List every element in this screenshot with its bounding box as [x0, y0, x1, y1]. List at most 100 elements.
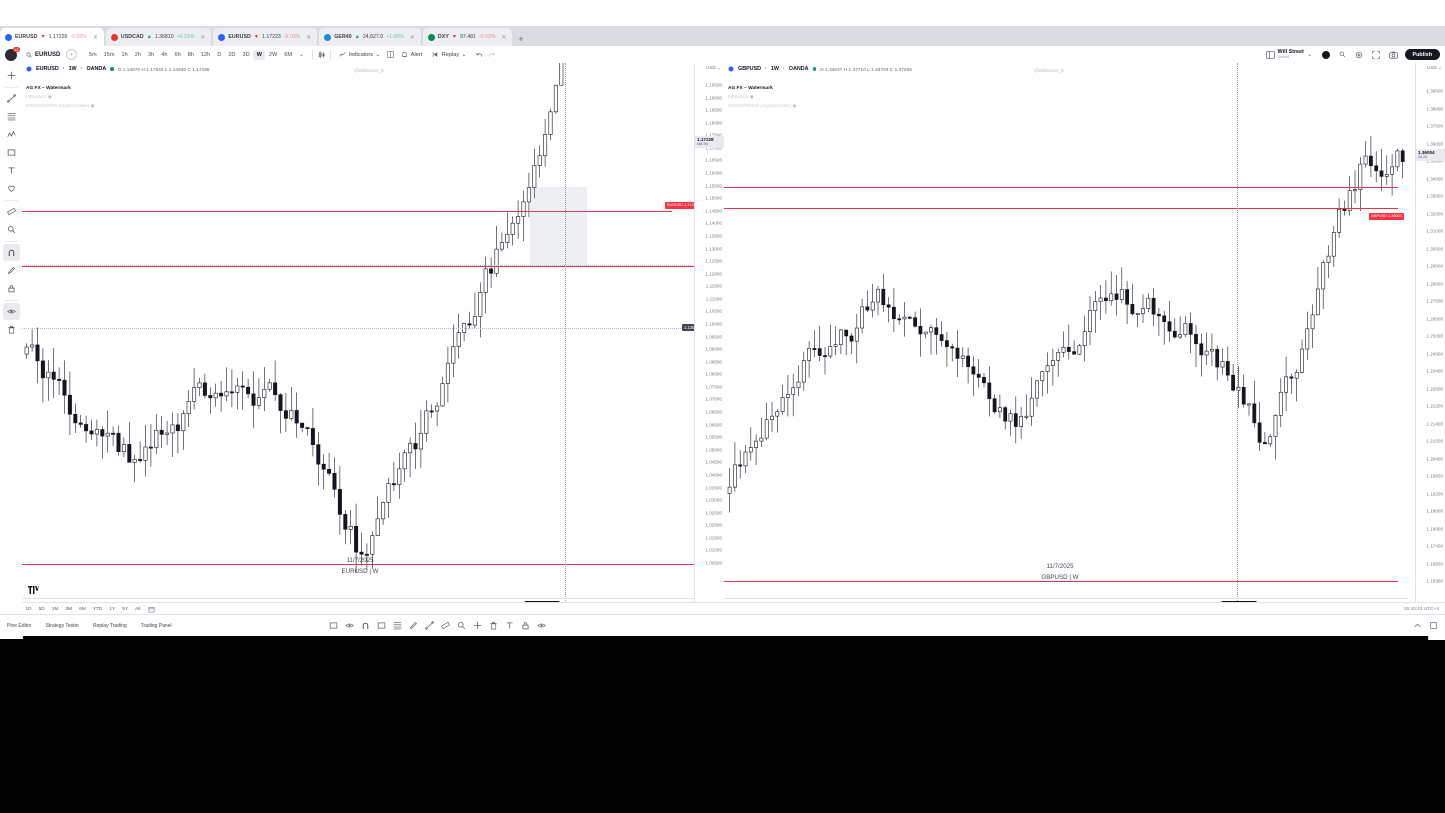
hide-icon[interactable]: [344, 621, 354, 630]
browser-tab[interactable]: DXY ▼ 97.481 -0.03% ✕: [422, 28, 513, 46]
replay-button[interactable]: Replay ⌄: [429, 49, 469, 60]
timeframe-15m[interactable]: 15m: [103, 51, 115, 58]
measurement-box[interactable]: [530, 187, 587, 265]
timeframe-2W[interactable]: 2W: [268, 51, 278, 58]
support-line[interactable]: [724, 581, 1398, 582]
lock2-icon[interactable]: [521, 621, 530, 630]
redo-icon[interactable]: [488, 52, 496, 58]
text2-icon[interactable]: [505, 621, 514, 630]
legend-item[interactable]: AG FX ~ Watermark: [728, 85, 796, 93]
timeframe-3D[interactable]: 3D: [242, 51, 250, 58]
resistance-line[interactable]: [22, 266, 695, 267]
eye-icon[interactable]: ◉: [792, 103, 797, 108]
remove-drawings-tool[interactable]: [3, 321, 20, 338]
close-icon[interactable]: ✕: [501, 34, 507, 41]
timeframe-6M[interactable]: 6M: [284, 51, 293, 58]
chart-plot-area[interactable]: EURUSD 1.17228 1.13588: [22, 63, 724, 611]
range-3M[interactable]: 3M: [65, 606, 73, 612]
resistance-line-1[interactable]: [724, 187, 1398, 188]
rect-icon[interactable]: [377, 621, 386, 630]
chart-symbol[interactable]: GBPUSD: [738, 66, 762, 72]
table-icon[interactable]: [393, 621, 402, 630]
hide-drawings-tool[interactable]: [2, 303, 20, 320]
support-line[interactable]: [22, 564, 695, 565]
symbol-search[interactable]: EURUSD: [26, 52, 60, 58]
timeframe-4h[interactable]: 4h: [161, 51, 168, 58]
timeframe-5m[interactable]: 5m: [88, 51, 97, 58]
legend-item[interactable]: NWOG/NDOG (cryptomonke) ◉: [728, 102, 796, 111]
resistance-line-2[interactable]: [724, 208, 1398, 209]
browser-tab[interactable]: EURUSD ▼ 1.17223 -0.03% ✕: [213, 28, 318, 46]
camera-icon[interactable]: [1388, 51, 1398, 59]
trend-line-tool[interactable]: [3, 90, 20, 107]
publish-button[interactable]: Publish: [1404, 49, 1440, 60]
close-icon[interactable]: ✕: [92, 34, 98, 41]
timeframe-6h[interactable]: 6h: [174, 51, 181, 58]
timeframe-D[interactable]: D: [217, 51, 222, 58]
fib-tool[interactable]: [3, 108, 20, 125]
legend-item[interactable]: Fibonacci ◉: [26, 93, 94, 102]
eye-icon[interactable]: ◉: [90, 103, 95, 108]
chevron-down-icon[interactable]: ⌄: [1307, 51, 1313, 58]
range-YTD[interactable]: YTD: [92, 606, 103, 612]
templates-icon[interactable]: [387, 51, 394, 58]
measure-tool[interactable]: [3, 203, 20, 220]
bottom-tab[interactable]: Trading Panel: [140, 622, 172, 629]
price-scale[interactable]: USD ⌄ 1.39000 1.38000 1.37000 1.36000 1.35000…: [1415, 63, 1445, 611]
chart-interval[interactable]: 1W: [770, 66, 779, 72]
bottom-tab[interactable]: Strategy Tester: [45, 622, 80, 629]
pen-icon[interactable]: [424, 621, 434, 630]
pattern-tool[interactable]: [3, 126, 20, 143]
close-icon[interactable]: ✕: [200, 34, 206, 41]
eraser-icon[interactable]: [409, 621, 418, 630]
price-line[interactable]: [22, 211, 672, 212]
lock-tool[interactable]: [3, 280, 20, 297]
range-5Y[interactable]: 5Y: [122, 606, 129, 612]
compare-button[interactable]: +: [66, 49, 78, 60]
bottom-tab[interactable]: Pine Editor: [7, 622, 32, 629]
browser-tab[interactable]: EURUSD ▼ 1.17226 -0.03% ✕: [0, 28, 104, 46]
avatar[interactable]: 12: [5, 46, 20, 61]
layout-icon[interactable]: [1265, 50, 1275, 59]
object-tree-icon[interactable]: [329, 621, 338, 630]
close-icon[interactable]: ✕: [409, 34, 415, 41]
expand-icon[interactable]: [1430, 622, 1437, 629]
timeframe-12h[interactable]: 12h: [200, 51, 211, 58]
emoji-tool[interactable]: [3, 180, 20, 197]
legend-item[interactable]: NWOG/NDOG (cryptomonke) ◉: [26, 102, 94, 111]
magnet-tool[interactable]: [2, 244, 20, 261]
close-icon[interactable]: ✕: [306, 34, 312, 41]
chart-symbol[interactable]: EURUSD: [36, 66, 59, 72]
range-5D[interactable]: 5D: [38, 606, 45, 612]
zoom-tool[interactable]: [3, 221, 20, 238]
bottom-tab[interactable]: Replay Trading: [93, 622, 127, 629]
eye-icon[interactable]: ◉: [47, 94, 52, 99]
new-tab-button[interactable]: +: [518, 34, 524, 44]
guide-line[interactable]: [22, 265, 695, 266]
zoom2-icon[interactable]: [457, 621, 466, 630]
range-1M[interactable]: 1M: [51, 606, 59, 612]
browser-tab[interactable]: USDCAD ▲ 1.36810 +0.21% ✕: [105, 28, 212, 46]
timeframe-2D[interactable]: 2D: [228, 51, 236, 58]
legend-item[interactable]: AG FX ~ Watermark: [26, 85, 94, 93]
range-6M[interactable]: 6M: [79, 606, 86, 612]
magnet2-icon[interactable]: [361, 621, 370, 630]
chart-interval[interactable]: 1W: [68, 66, 77, 72]
alert-button[interactable]: Alert: [398, 49, 425, 60]
measure-icon[interactable]: [440, 621, 450, 630]
gear-icon[interactable]: [1355, 51, 1363, 59]
chevron-up-icon[interactable]: [1414, 623, 1421, 628]
eye2-icon[interactable]: [536, 621, 546, 630]
chart-plot-area[interactable]: GBPUSD 1.36004: [724, 63, 1445, 611]
chart-pane-gbpusd[interactable]: GBPUSD · 1W · OANDA O 1.34037 H 1.37710 …: [724, 63, 1445, 611]
trash2-icon[interactable]: [489, 621, 498, 630]
timeframe-1h[interactable]: 1h: [121, 51, 128, 58]
timeframe-3h[interactable]: 3h: [147, 51, 155, 58]
browser-tab[interactable]: GER40 ▲ 24,627.0 +1.00% ✕: [319, 28, 421, 46]
shapes-tool[interactable]: [3, 144, 20, 161]
eye-icon[interactable]: ◉: [749, 94, 754, 99]
annotation-tool[interactable]: [3, 162, 20, 179]
dot-icon[interactable]: [473, 621, 482, 630]
timeframe-more[interactable]: ⌄: [299, 51, 304, 58]
range-1Y[interactable]: 1Y: [109, 606, 116, 612]
